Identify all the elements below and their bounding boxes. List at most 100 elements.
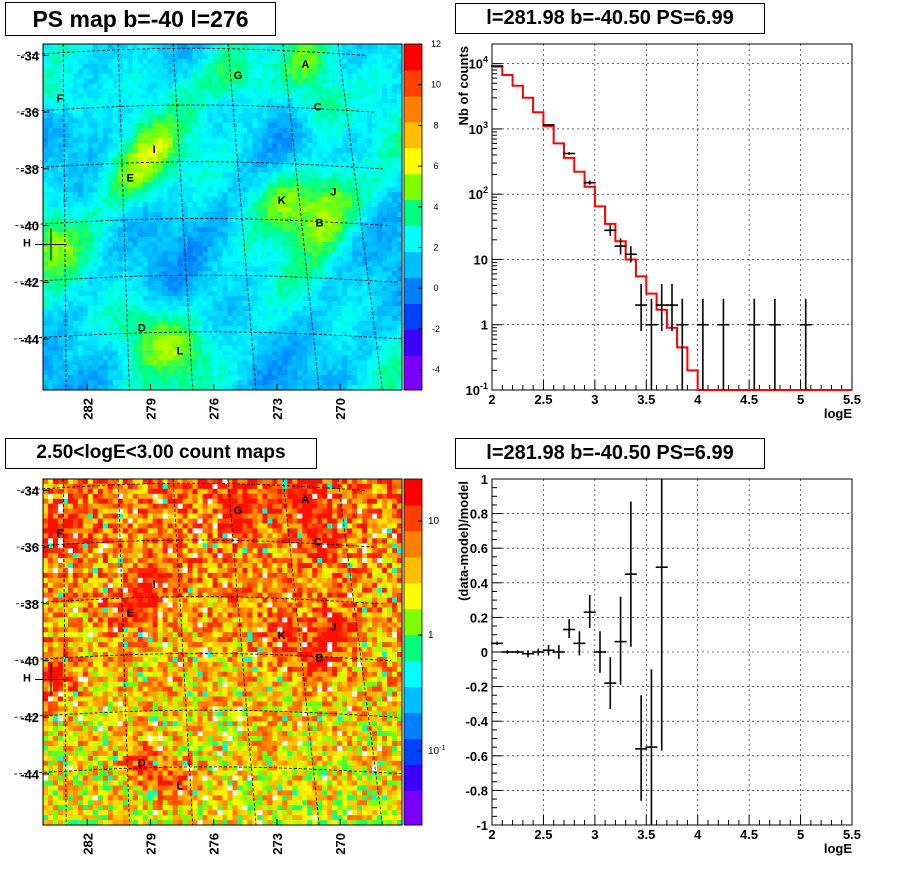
map-cell [107, 226, 114, 233]
map-cell [267, 68, 273, 74]
map-cell [43, 330, 49, 336]
map-cell [102, 340, 109, 346]
map-cell [197, 48, 203, 55]
map-cell [192, 350, 198, 356]
map-cell [43, 276, 49, 282]
map-cell [262, 291, 268, 297]
map-cell [282, 271, 288, 277]
map-cell [342, 256, 348, 262]
map-cell [232, 375, 238, 381]
map-cell [227, 78, 233, 84]
map-cell [262, 88, 268, 94]
map-cell [207, 192, 213, 198]
map-cell [132, 221, 139, 228]
map-cell [137, 202, 144, 208]
map-cell [107, 276, 114, 282]
map-cell [277, 221, 283, 228]
map-cell [97, 261, 104, 267]
map-cell [82, 261, 89, 267]
map-cell [357, 53, 363, 60]
map-cell [307, 182, 313, 188]
map-cell [327, 48, 333, 55]
map-cell [252, 172, 258, 178]
map-cell [377, 217, 383, 223]
map-cell [117, 241, 124, 247]
map-cell [187, 350, 193, 356]
map-cell [47, 192, 54, 198]
map-cell [372, 128, 378, 134]
map-cell [43, 360, 49, 366]
map-cell [207, 167, 213, 173]
map-cell [172, 98, 178, 104]
map-cell [297, 241, 303, 247]
map-cell [167, 335, 173, 341]
map-cell [132, 73, 139, 79]
map-cell [392, 157, 398, 163]
map-cell [302, 291, 308, 297]
map-cell [247, 44, 253, 50]
map-cell [337, 256, 343, 262]
map-cell [97, 197, 104, 203]
map-cell [267, 212, 273, 218]
map-cell [337, 286, 343, 292]
map-cell [357, 88, 363, 94]
map-cell [272, 241, 278, 247]
map-cell [322, 355, 328, 361]
map-cell [187, 301, 193, 307]
map-cell [397, 340, 403, 346]
map-cell [212, 305, 218, 312]
map-cell [52, 58, 59, 65]
map-cell [362, 177, 368, 183]
map-cell [247, 221, 253, 228]
map-cell [107, 202, 114, 208]
map-cell [227, 370, 233, 376]
map-cell [307, 325, 313, 332]
map-cell [272, 78, 278, 84]
map-cell [367, 83, 373, 89]
map-cell [302, 162, 308, 168]
map-cell [72, 360, 79, 366]
map-cell [67, 142, 74, 149]
map-cell [252, 147, 258, 154]
map-cell [197, 276, 203, 282]
map-cell [387, 330, 393, 336]
map-cell [302, 147, 308, 154]
map-cell [212, 192, 218, 198]
map-cell [282, 142, 288, 149]
map-cell [312, 192, 318, 198]
map-cell [387, 162, 393, 168]
map-cell [357, 123, 363, 129]
map-cell [317, 286, 323, 292]
map-cell [107, 83, 114, 89]
map-cell [72, 108, 79, 114]
map-cell [72, 355, 79, 361]
map-cell [72, 315, 79, 322]
map-cell [322, 172, 328, 178]
map-cell [182, 182, 188, 188]
map-cell [137, 350, 144, 356]
map-cell [272, 315, 278, 322]
map-cell [227, 88, 233, 94]
map-cell [317, 113, 323, 119]
map-cell [177, 335, 183, 341]
map-cell [387, 221, 393, 228]
map-cell [107, 291, 114, 297]
map-cell [307, 212, 313, 218]
map-cell [102, 44, 109, 50]
map-cell [252, 63, 258, 70]
map-cell [332, 261, 338, 267]
map-cell [43, 157, 49, 163]
map-cell [272, 68, 278, 74]
map-cell [112, 98, 119, 104]
map-cell [352, 162, 358, 168]
map-cell [277, 157, 283, 163]
map-cell [197, 132, 203, 139]
map-cell [237, 132, 243, 139]
map-cell [157, 315, 164, 322]
map-cell [332, 325, 338, 332]
map-cell [167, 113, 173, 119]
map-cell [57, 271, 64, 277]
map-cell [277, 182, 283, 188]
map-cell [197, 251, 203, 257]
map-cell [397, 137, 403, 144]
